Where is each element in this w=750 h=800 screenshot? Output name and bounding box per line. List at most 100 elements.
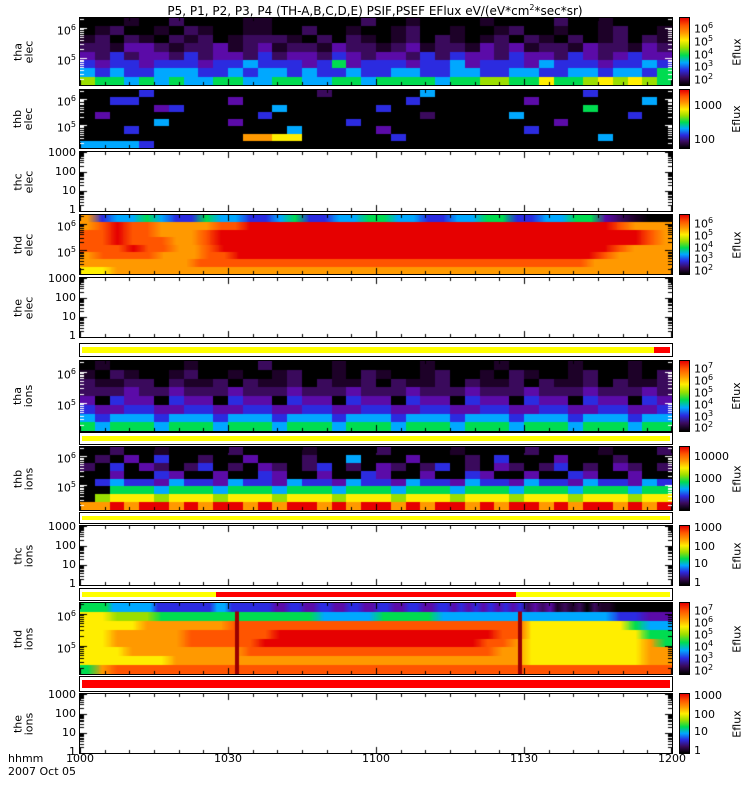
y-tick-label: 100 — [55, 165, 76, 179]
colorbar-tick-label: 104 — [694, 396, 714, 412]
empty-panel-canvas — [80, 526, 672, 585]
y-tick-label: 1 — [69, 576, 76, 590]
y-tick-label: 1000 — [48, 272, 76, 286]
colorbar-tick-label: 103 — [694, 651, 714, 666]
panel-thd-ions — [79, 602, 673, 675]
x-axis-unit-label: hhmm — [8, 752, 44, 765]
y-tick-label: 10 — [62, 309, 76, 323]
y-tick-label: 1 — [69, 202, 76, 216]
panel-bar-2 — [79, 432, 673, 445]
x-tick-label: 1000 — [66, 752, 94, 765]
colorbar-tick-label: 100 — [694, 539, 715, 553]
colorbar-tick-label: 107 — [694, 602, 714, 618]
y-tick-label: 105 — [56, 640, 76, 656]
status-bar-track — [82, 347, 670, 353]
spectrogram-canvas — [80, 603, 672, 674]
panel-bar-5 — [79, 676, 673, 692]
y-tick-label: 10 — [62, 557, 76, 571]
x-tick-label: 1200 — [658, 752, 686, 765]
figure-title-text: P5, P1, P2, P3, P4 (TH-A,B,C,D,E) PSIF,P… — [167, 4, 530, 18]
colorbar-tick-label: 10 — [694, 725, 708, 739]
x-tick-label: 1030 — [214, 752, 242, 765]
colorbar-title: Eflux — [730, 230, 743, 259]
colorbar-tick-label: 102 — [694, 420, 714, 436]
colorbar-tick-label: 102 — [694, 663, 714, 678]
spectrogram-canvas — [80, 18, 672, 85]
colorbar-tick-label: 105 — [694, 384, 714, 400]
status-bar-segment — [515, 592, 670, 597]
colorbar-tick-label: 103 — [694, 59, 714, 74]
status-bar-segment — [82, 680, 670, 688]
empty-panel-canvas — [80, 278, 672, 337]
colorbar-tick-label: 100 — [694, 707, 715, 721]
colorbar-tha-elec — [679, 17, 690, 86]
figure-title-superscript: 2 — [529, 3, 535, 12]
figure-title: P5, P1, P2, P3, P4 (TH-A,B,C,D,E) PSIF,P… — [0, 3, 750, 18]
colorbar-thd-ions — [679, 602, 690, 675]
colorbar-tick-label: 105 — [694, 33, 714, 49]
status-bar-segment — [82, 592, 217, 597]
panel-bar-1 — [79, 343, 673, 357]
y-tick-label: 105 — [56, 479, 76, 495]
status-bar-track — [82, 516, 670, 520]
colorbar-tick-label: 104 — [694, 46, 714, 62]
colorbar-thd-elec — [679, 214, 690, 275]
colorbar-title: Eflux — [730, 382, 743, 410]
colorbar-title: Eflux — [730, 541, 743, 570]
y-tick-label: 106 — [56, 23, 76, 38]
panel-thb-ions — [79, 446, 673, 511]
colorbar-thb-elec — [679, 89, 690, 149]
figure-title-units: *sec*sr) — [534, 4, 583, 18]
colorbar-tick-label: 106 — [694, 615, 714, 630]
panel-tha-elec — [79, 17, 673, 86]
y-tick-label: 100 — [55, 291, 76, 305]
colorbar-tick-label: 1000 — [694, 521, 722, 535]
y-tick-label: 106 — [56, 218, 76, 234]
colorbar-title: Eflux — [730, 105, 743, 133]
colorbar-tick-label: 10000 — [694, 450, 729, 464]
panel-thb-elec — [79, 89, 673, 149]
colorbar-tick-label: 105 — [694, 627, 714, 642]
colorbar-tick-label: 103 — [694, 408, 714, 424]
status-bar-segment — [82, 347, 655, 353]
panel-the-elec — [79, 277, 673, 338]
colorbar-tick-label: 106 — [694, 372, 714, 388]
colorbar-tick-label: 106 — [694, 21, 714, 36]
spectrogram-canvas — [80, 361, 672, 431]
x-axis-date-label: 2007 Oct 05 — [8, 765, 77, 778]
colorbar-tick-label: 104 — [694, 639, 714, 654]
colorbar-tick-label: 1000 — [694, 99, 722, 113]
colorbar-tick-label: 102 — [694, 263, 714, 278]
spectrogram-canvas — [80, 215, 672, 274]
y-tick-label: 1000 — [48, 688, 76, 702]
colorbar-title: Eflux — [730, 464, 743, 493]
colorbar-tick-label: 1 — [694, 575, 701, 589]
y-tick-label: 105 — [56, 245, 76, 261]
colorbar-tick-label: 1000 — [694, 471, 722, 485]
colorbar-title: Eflux — [730, 37, 743, 66]
spectrogram-canvas — [80, 447, 672, 510]
colorbar-tick-label: 105 — [694, 227, 714, 243]
status-bar-segment — [82, 436, 670, 441]
colorbar-tha-ions — [679, 360, 690, 432]
status-bar-segment — [216, 592, 516, 597]
panel-thc-ions — [79, 525, 673, 586]
y-tick-label: 106 — [56, 366, 76, 382]
status-bar-track — [82, 680, 670, 688]
colorbar-the-ions — [679, 693, 690, 754]
colorbar-tick-label: 104 — [694, 239, 714, 255]
y-tick-label: 106 — [56, 93, 76, 109]
x-tick-label: 1100 — [362, 752, 390, 765]
panel-bar-3 — [79, 512, 673, 524]
y-tick-label: 100 — [55, 707, 76, 721]
y-tick-label: 105 — [56, 398, 76, 413]
colorbar-tick-label: 106 — [694, 215, 714, 231]
y-tick-label: 10 — [62, 183, 76, 197]
panel-the-ions — [79, 693, 673, 754]
y-tick-label: 106 — [56, 608, 76, 624]
y-tick-label: 1000 — [48, 520, 76, 534]
colorbar-tick-label: 100 — [694, 132, 715, 146]
y-tick-label: 105 — [56, 53, 76, 68]
y-tick-label: 105 — [56, 119, 76, 135]
status-bar-track — [82, 592, 670, 597]
